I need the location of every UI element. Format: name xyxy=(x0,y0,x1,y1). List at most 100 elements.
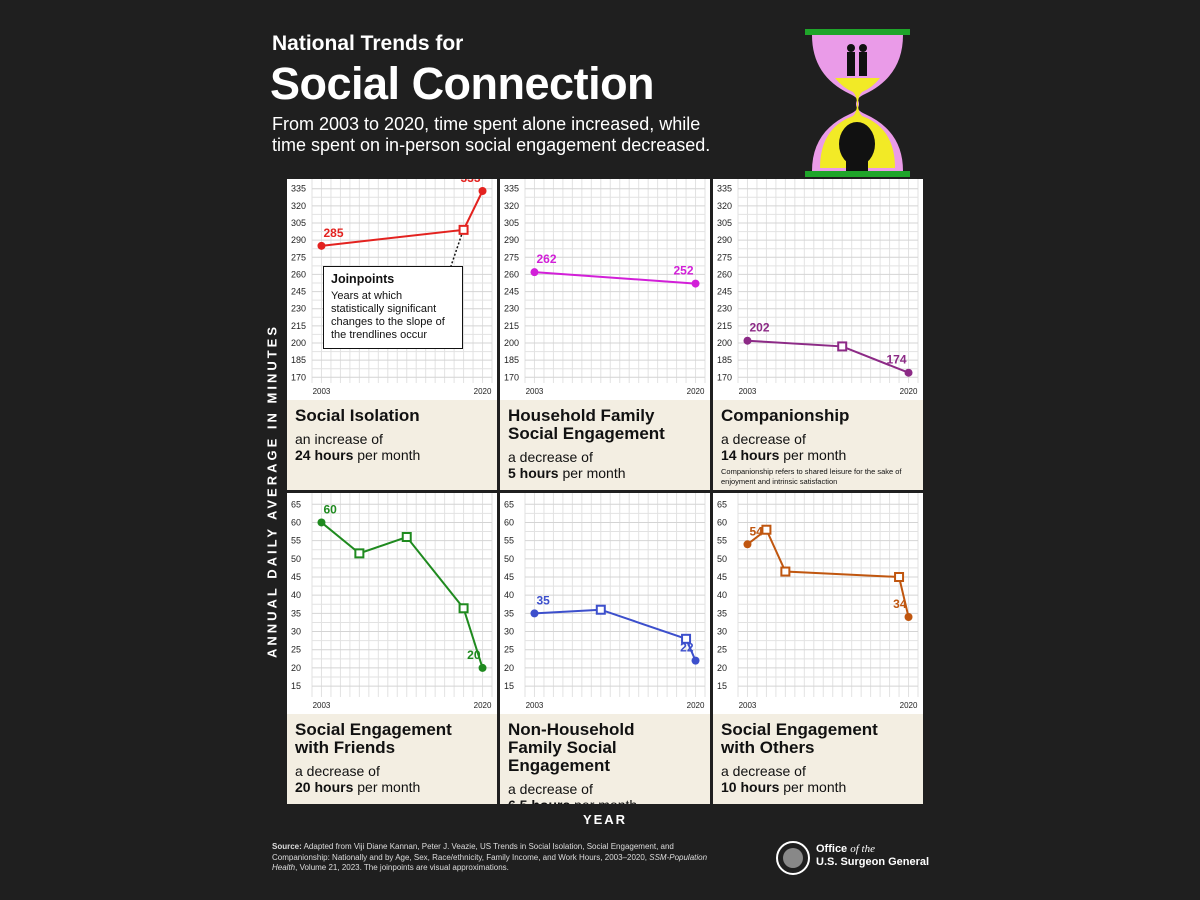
series-line xyxy=(747,339,909,374)
y-tick-label: 15 xyxy=(717,681,727,691)
y-tick-label: 305 xyxy=(291,218,306,228)
end-point xyxy=(317,241,326,250)
description-unit: per month xyxy=(357,779,421,795)
y-tick-label: 65 xyxy=(291,499,301,509)
joinpoint xyxy=(354,548,365,559)
chart-title-block: Non-Household Family Social Engagement a … xyxy=(508,721,693,805)
description-amount: 10 hours xyxy=(721,779,780,795)
y-tick-label: 40 xyxy=(291,590,301,600)
journal: SSM-Population Health xyxy=(272,852,708,873)
y-tick-label: 290 xyxy=(717,235,732,245)
y-tick-label: 245 xyxy=(504,287,519,297)
value-label: 35 xyxy=(536,593,550,607)
y-tick-label: 15 xyxy=(504,681,514,691)
joinpoint xyxy=(458,224,469,235)
x-tick-label: 2020 xyxy=(900,387,918,396)
y-tick-label: 55 xyxy=(291,536,301,546)
chart-title-block: Social Isolation an increase of 24 hours p… xyxy=(295,406,480,464)
chart-title: Social Isolation xyxy=(295,406,420,425)
y-tick-label: 335 xyxy=(504,184,519,194)
description-lead: an increase of xyxy=(295,431,383,447)
description-unit: per month xyxy=(562,465,626,481)
y-tick-label: 60 xyxy=(504,517,514,527)
end-point xyxy=(743,336,752,345)
end-point xyxy=(904,613,913,621)
end-point xyxy=(743,540,752,549)
chart: 170 185 200 215 230 245 260 275 290 305 320 335 2003… xyxy=(713,179,923,400)
chart-title-block: Social Engagement with Others a decrease … xyxy=(721,721,906,796)
y-tick-label: 170 xyxy=(504,372,519,382)
y-tick-label: 45 xyxy=(717,572,727,582)
end-point xyxy=(478,663,487,672)
y-tick-label: 55 xyxy=(717,536,727,546)
y-tick-label: 230 xyxy=(504,304,519,314)
chart-note: Companionship refers to shared leisure f… xyxy=(721,467,902,486)
y-tick-label: 230 xyxy=(291,304,306,314)
logo: Office of the U.S. Surgeon General xyxy=(816,843,929,869)
logo-of-the: of the xyxy=(850,843,875,855)
y-tick-label: 65 xyxy=(504,499,514,509)
chart-description: a decrease of 5 hours per month xyxy=(508,449,693,481)
y-tick-label: 25 xyxy=(717,645,727,655)
chart-panel: 15 20 25 30 35 40 45 50 55 60 65 2003 2020 35 22 Non-Ho… xyxy=(500,493,710,804)
chart-title-block: Household Family Social Engagement a decr… xyxy=(508,407,693,482)
chart-title-block: Social Engagement with Friends a decrease… xyxy=(295,720,480,796)
x-tick-label: 2003 xyxy=(526,387,544,396)
y-tick-label: 60 xyxy=(717,517,727,527)
annotation-leader xyxy=(450,234,463,267)
description-amount: 6.5 hours xyxy=(508,797,570,804)
annotation-title: Joinpoints xyxy=(331,272,395,286)
title: Social Connection xyxy=(270,58,655,109)
y-tick-label: 50 xyxy=(504,554,514,564)
description-unit: per month xyxy=(357,447,421,463)
y-tick-label: 65 xyxy=(717,499,727,509)
x-tick-label: 2003 xyxy=(739,387,757,396)
x-tick-label: 2020 xyxy=(687,701,705,710)
end-point xyxy=(904,368,913,377)
source: Source: Adapted from Viji Diane Kannan, … xyxy=(272,842,722,874)
y-tick-label: 290 xyxy=(291,235,306,245)
description-amount: 14 hours xyxy=(721,447,780,463)
value-label: 252 xyxy=(673,264,693,278)
y-tick-label: 25 xyxy=(504,645,514,655)
joinpoint xyxy=(837,341,848,352)
description-lead: a decrease of xyxy=(508,449,593,465)
y-tick-label: 25 xyxy=(291,645,301,655)
y-tick-label: 55 xyxy=(504,536,514,546)
logo-office: Office xyxy=(816,843,848,855)
y-tick-label: 35 xyxy=(504,608,514,618)
y-tick-label: 320 xyxy=(504,201,519,211)
description-amount: 20 hours xyxy=(295,779,354,795)
y-tick-label: 260 xyxy=(717,269,732,279)
source-tail: , Volume 21, 2023. The joinpoints are vi… xyxy=(295,863,509,872)
chart-title: Companionship xyxy=(721,406,850,425)
y-tick-label: 200 xyxy=(291,338,306,348)
chart-panel: 170 185 200 215 230 245 260 275 290 305 320 335 2003… xyxy=(500,179,710,490)
y-tick-label: 35 xyxy=(291,608,301,618)
x-tick-label: 2020 xyxy=(474,387,492,396)
value-label: 285 xyxy=(323,226,343,240)
y-tick-label: 215 xyxy=(717,321,732,331)
y-tick-label: 335 xyxy=(717,184,732,194)
y-tick-label: 275 xyxy=(291,252,306,262)
y-tick-label: 215 xyxy=(504,321,519,331)
annotation: Joinpoints Years at which statistically s… xyxy=(323,266,463,349)
logo-name: U.S. Surgeon General xyxy=(816,856,930,868)
y-tick-label: 35 xyxy=(717,608,727,618)
value-label: 60 xyxy=(323,502,337,516)
x-tick-label: 2003 xyxy=(526,701,544,710)
description-unit: per month xyxy=(783,779,847,795)
y-tick-label: 20 xyxy=(717,663,727,673)
y-tick-label: 245 xyxy=(291,287,306,297)
chart-title: Social Engagement with Friends xyxy=(295,720,452,757)
y-tick-label: 215 xyxy=(291,321,306,331)
x-tick-label: 2020 xyxy=(474,701,492,710)
end-point xyxy=(691,279,700,288)
x-tick-label: 2003 xyxy=(739,701,757,710)
subtitle: From 2003 to 2020, time spent alone incr… xyxy=(272,114,711,155)
chart-description: an increase of 24 hours per month xyxy=(295,431,480,463)
y-tick-label: 230 xyxy=(717,304,732,314)
y-tick-label: 20 xyxy=(291,663,301,673)
description-lead: a decrease of xyxy=(721,763,806,779)
value-label: 202 xyxy=(749,321,769,335)
